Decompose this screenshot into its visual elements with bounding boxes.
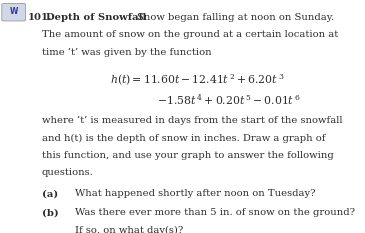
- FancyBboxPatch shape: [2, 3, 26, 21]
- Text: (b): (b): [42, 208, 59, 217]
- Text: and h(t) is the depth of snow in inches. Draw a graph of: and h(t) is the depth of snow in inches.…: [42, 134, 326, 143]
- Text: If so, on what day(s)?: If so, on what day(s)?: [75, 226, 183, 233]
- Text: this function, and use your graph to answer the following: this function, and use your graph to ans…: [42, 151, 334, 160]
- Text: where ’t’ is measured in days from the start of the snowfall: where ’t’ is measured in days from the s…: [42, 116, 342, 125]
- Text: $- 1.58t^{\,4} + 0.20t^{\,5} - 0.01t^{\,6}$: $- 1.58t^{\,4} + 0.20t^{\,5} - 0.01t^{\,…: [157, 93, 301, 107]
- Text: Depth of Snowfall: Depth of Snowfall: [46, 13, 146, 22]
- Text: 101.: 101.: [27, 13, 52, 22]
- Text: Snow began falling at noon on Sunday.: Snow began falling at noon on Sunday.: [137, 13, 334, 22]
- Text: W: W: [9, 7, 18, 16]
- Text: The amount of snow on the ground at a certain location at: The amount of snow on the ground at a ce…: [42, 30, 338, 39]
- Text: (a): (a): [42, 189, 58, 199]
- Text: questions.: questions.: [42, 168, 94, 178]
- Text: $h(t) = 11.60t - 12.41t^{\,2} + 6.20t^{\,3}$: $h(t) = 11.60t - 12.41t^{\,2} + 6.20t^{\…: [110, 72, 284, 88]
- Text: Was there ever more than 5 in. of snow on the ground?: Was there ever more than 5 in. of snow o…: [75, 208, 355, 217]
- Text: time ’t’ was given by the function: time ’t’ was given by the function: [42, 48, 212, 57]
- Text: What happened shortly after noon on Tuesday?: What happened shortly after noon on Tues…: [75, 189, 315, 199]
